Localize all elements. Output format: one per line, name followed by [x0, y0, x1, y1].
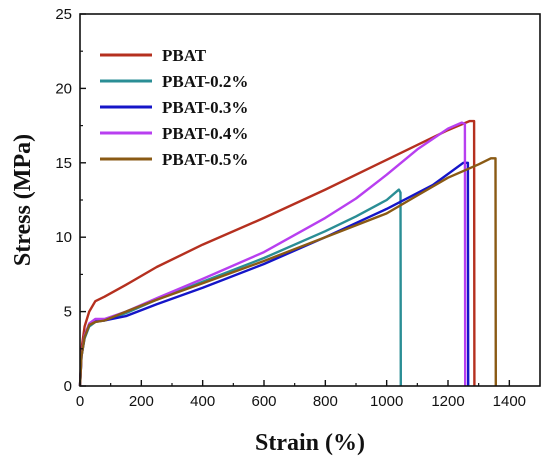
plot-lines: [78, 119, 497, 387]
x-tick-label: 800: [313, 393, 338, 410]
x-tick-label: 1200: [431, 393, 464, 410]
x-tick-label: 0: [76, 393, 84, 410]
y-tick-label: 15: [55, 155, 72, 172]
x-axis-title: Strain (%): [255, 430, 365, 456]
y-tick-label: 0: [64, 378, 72, 395]
legend: PBAT PBAT-0.2% PBAT-0.3% PBAT-0.4% PBAT-0.5%: [100, 46, 248, 169]
y-tick-label: 5: [64, 304, 72, 321]
x-tick-label: 1000: [370, 393, 403, 410]
legend-label-0: PBAT: [162, 46, 207, 65]
x-tick-label: 200: [129, 393, 154, 410]
series-line-1: [78, 188, 402, 387]
plot-frame: [79, 13, 541, 387]
x-tick-label: 400: [190, 393, 215, 410]
y-tick-label: 10: [55, 229, 72, 246]
series-line-0: [78, 119, 476, 387]
legend-label-3: PBAT-0.4%: [162, 124, 248, 143]
y-axis-title: Stress (MPa): [10, 134, 36, 266]
x-axis-ticks: 0 200 400 600 800 1000 1200 1400: [76, 380, 526, 410]
y-axis-ticks: 0 5 10 15 20 25: [55, 6, 86, 395]
legend-label-4: PBAT-0.5%: [162, 150, 248, 169]
y-tick-label: 25: [55, 6, 72, 23]
x-tick-label: 600: [251, 393, 276, 410]
y-tick-label: 20: [55, 80, 72, 97]
legend-label-1: PBAT-0.2%: [162, 72, 248, 91]
legend-label-2: PBAT-0.3%: [162, 98, 248, 117]
x-tick-label: 1400: [493, 393, 526, 410]
series-line-2: [78, 161, 470, 387]
series-line-4: [78, 157, 497, 387]
